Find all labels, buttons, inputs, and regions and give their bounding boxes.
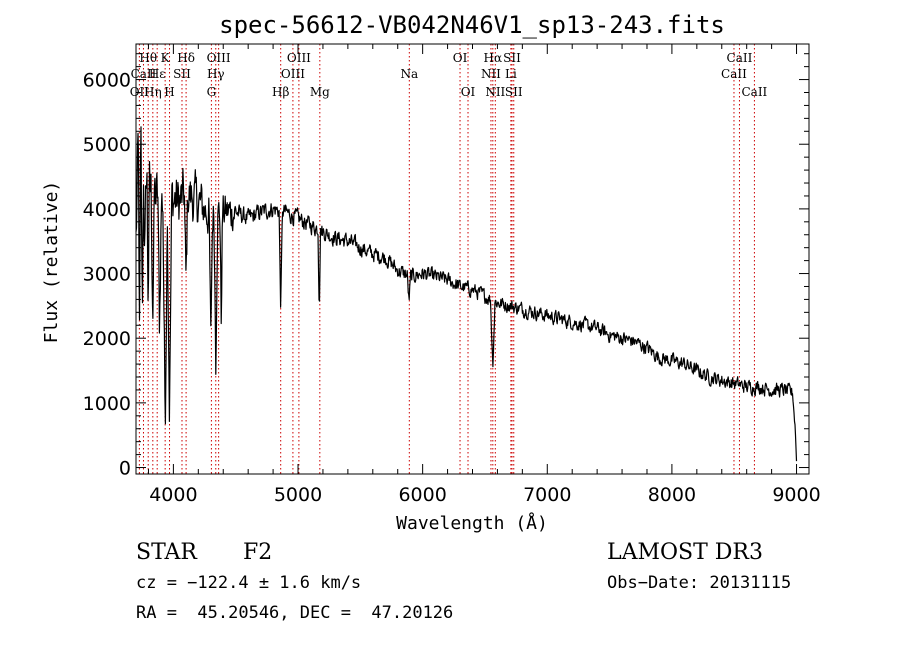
line-label: CaII — [131, 67, 157, 81]
y-tick-label: 4000 — [83, 199, 131, 221]
object-subclass: F2 — [243, 540, 273, 565]
x-tick-label: 9000 — [772, 484, 820, 506]
spectrum-chart: OIIHθCaIIKHHεHηSIIHδGHγOIIIHβOIIIOIIIMgN… — [41, 11, 821, 534]
observation-date: Obs−Date: 20131115 — [607, 573, 792, 593]
chart-title: spec-56612-VB042N46V1_sp13-243.fits — [219, 11, 725, 39]
line-label: OI — [453, 51, 468, 65]
line-label: Mg — [310, 85, 330, 99]
y-tick-label: 2000 — [83, 328, 131, 350]
y-tick-label: 6000 — [83, 70, 131, 92]
y-tick-label: 1000 — [83, 393, 131, 415]
redshift-velocity: cz = −122.4 ± 1.6 km/s — [136, 573, 362, 593]
y-tick-label: 0 — [119, 458, 131, 480]
line-label: CaII — [741, 85, 767, 99]
y-axis-label: Flux (relative) — [41, 181, 62, 344]
x-tick-label: 7000 — [523, 484, 571, 506]
line-label: G — [207, 85, 217, 99]
line-label: CaII — [721, 67, 747, 81]
line-label: OIII — [287, 51, 311, 65]
line-label: H — [164, 85, 174, 99]
line-label: NII — [481, 67, 501, 81]
x-axis-label: Wavelength (Å) — [396, 512, 548, 534]
line-label: Li — [505, 67, 517, 81]
line-label: OI — [461, 85, 476, 99]
line-label: Hγ — [207, 67, 225, 81]
line-label: K — [161, 51, 171, 65]
line-label: SII — [173, 67, 191, 81]
line-label: Hβ — [272, 85, 289, 99]
line-markers — [138, 44, 755, 474]
x-axis: 4000 5000 6000 7000 8000 9000 — [147, 44, 821, 506]
x-tick-label: 8000 — [648, 484, 696, 506]
y-axis: 0 1000 2000 3000 4000 5000 6000 — [83, 53, 809, 480]
sky-coordinates: RA = 45.20546, DEC = 47.20126 — [136, 603, 454, 623]
y-tick-label: 5000 — [83, 134, 131, 156]
line-label: Hδ — [177, 51, 195, 65]
survey-label: LAMOST DR3 — [607, 540, 763, 565]
line-label: SII — [505, 85, 523, 99]
spectrum-line — [135, 126, 798, 462]
plot-frame — [135, 43, 810, 475]
x-tick-label: 4000 — [149, 484, 197, 506]
line-label: Hη — [144, 85, 162, 99]
line-label: Hε — [149, 67, 166, 81]
x-tick-label: 6000 — [398, 484, 446, 506]
line-label: OIII — [281, 67, 305, 81]
line-labels: OIIHθCaIIKHHεHηSIIHδGHγOIIIHβOIIIOIIIMgN… — [130, 51, 768, 99]
y-tick-label: 3000 — [83, 264, 131, 286]
line-label: CaII — [727, 51, 753, 65]
line-label: Na — [400, 67, 418, 81]
x-tick-label: 5000 — [274, 484, 322, 506]
line-label: NII — [485, 85, 505, 99]
object-class: STAR — [136, 540, 197, 565]
line-label: Hα — [484, 51, 503, 65]
line-label: Hθ — [139, 51, 157, 65]
line-label: SII — [503, 51, 521, 65]
line-label: OIII — [207, 51, 231, 65]
